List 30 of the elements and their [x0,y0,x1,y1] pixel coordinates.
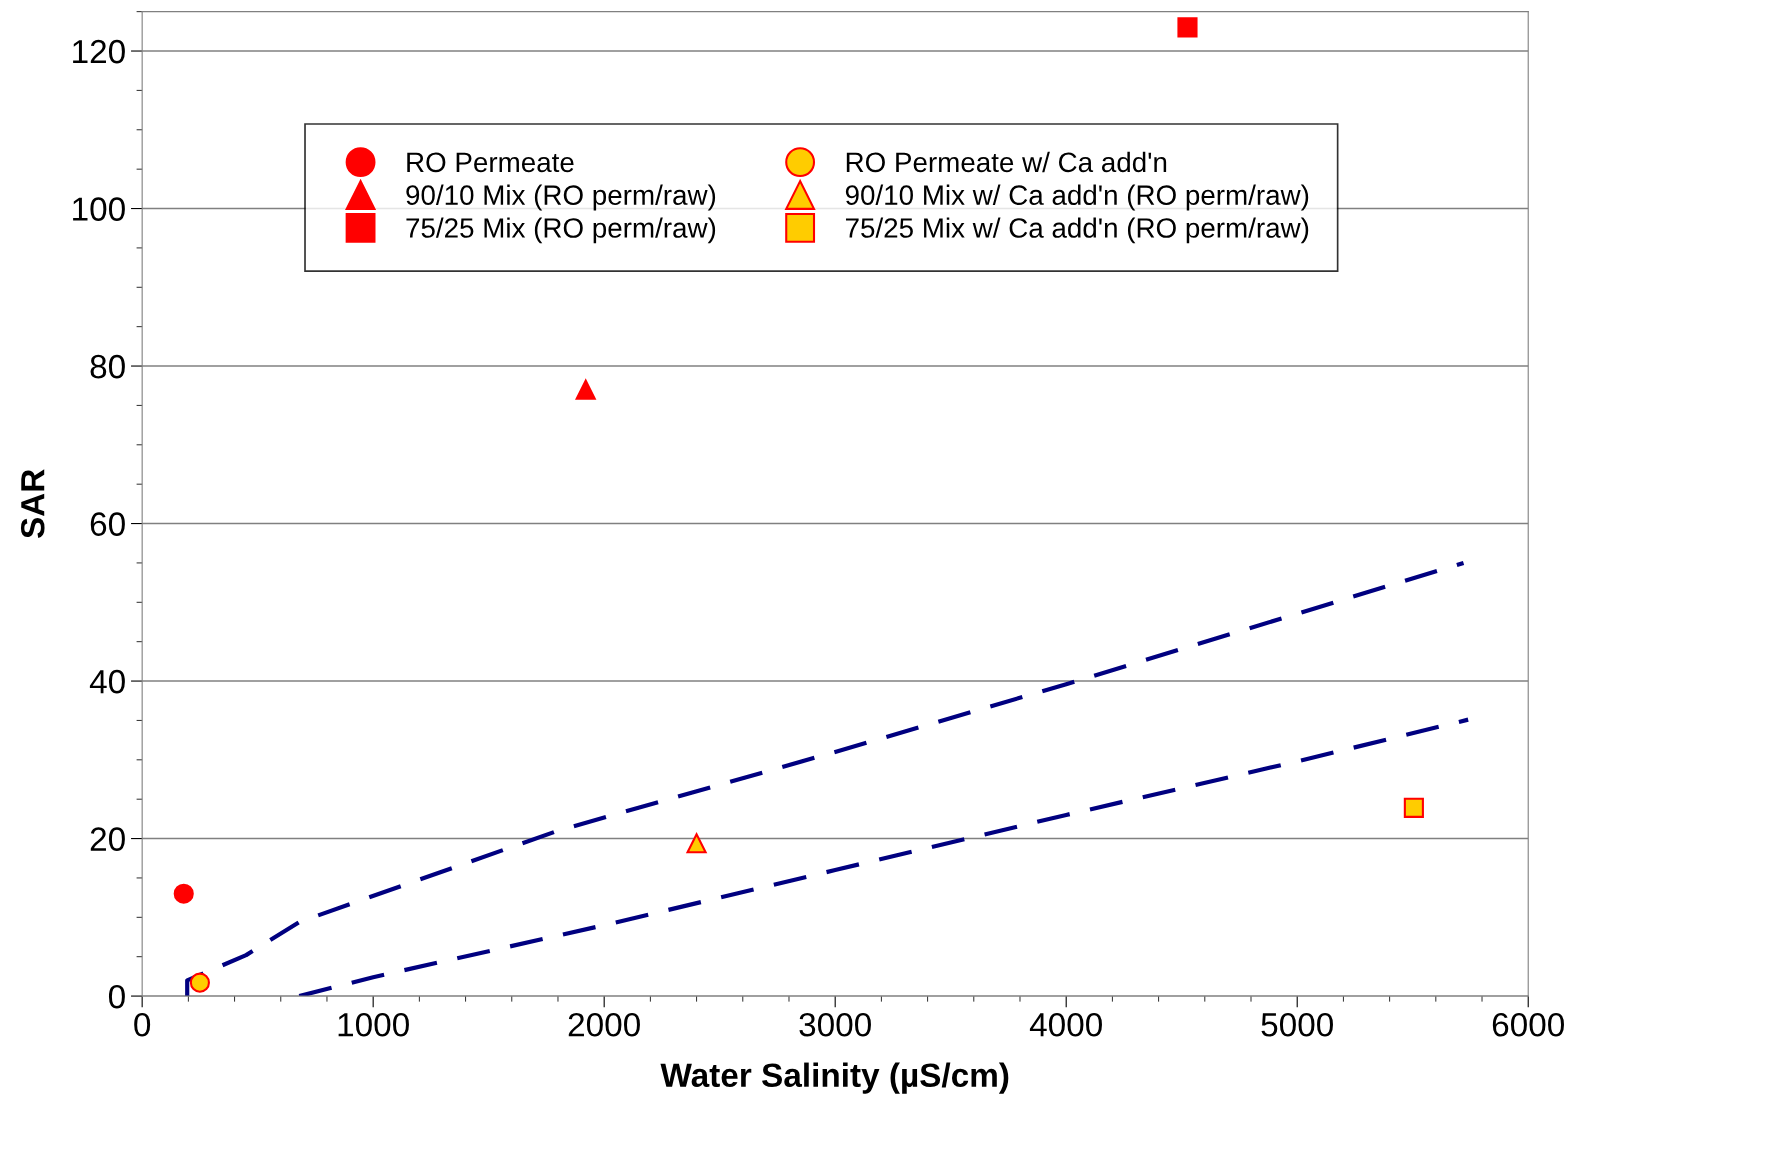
legend-label: 75/25 Mix (RO perm/raw) [406,217,716,244]
y-axis-title: SAR [20,469,45,539]
point [173,883,194,904]
point [1177,17,1198,38]
x-tick-label: 1000 [338,1012,409,1037]
x-tick-label: 4000 [1029,1012,1102,1037]
y-tick-label: 80 [90,354,125,379]
x-axis-title: Water Salinity (µS/cm) [660,1062,1009,1094]
y-tick-label: 100 [73,197,125,221]
x-tick-label: 3000 [799,1012,871,1037]
x-tick-label: 0 [134,1012,151,1037]
point [686,833,707,854]
line-series [297,717,1471,997]
y-tick-label: 0 [108,984,125,1009]
x-tick-label: 5000 [1261,1012,1333,1037]
x-tick-label: 6000 [1492,1012,1564,1037]
legend-label: RO Permeate w/ Ca add'n [846,151,1167,173]
line-series [185,560,1466,997]
point [1403,797,1424,818]
legend-label: 90/10 Mix (RO perm/raw) [406,184,716,211]
y-tick-label: 40 [89,669,125,694]
legend-label: 90/10 Mix w/ Ca add'n (RO perm/raw) [845,184,1309,211]
legend-label: RO Permeate [407,152,574,173]
y-tick-label: 120 [73,39,125,64]
legend-label: 75/25 Mix w/ Ca add'n (RO perm/raw) [845,217,1309,244]
y-tick-label: 20 [90,827,125,851]
point [575,379,596,400]
point [189,972,210,993]
x-tick-label: 2000 [568,1012,640,1037]
y-tick-label: 60 [90,512,125,536]
